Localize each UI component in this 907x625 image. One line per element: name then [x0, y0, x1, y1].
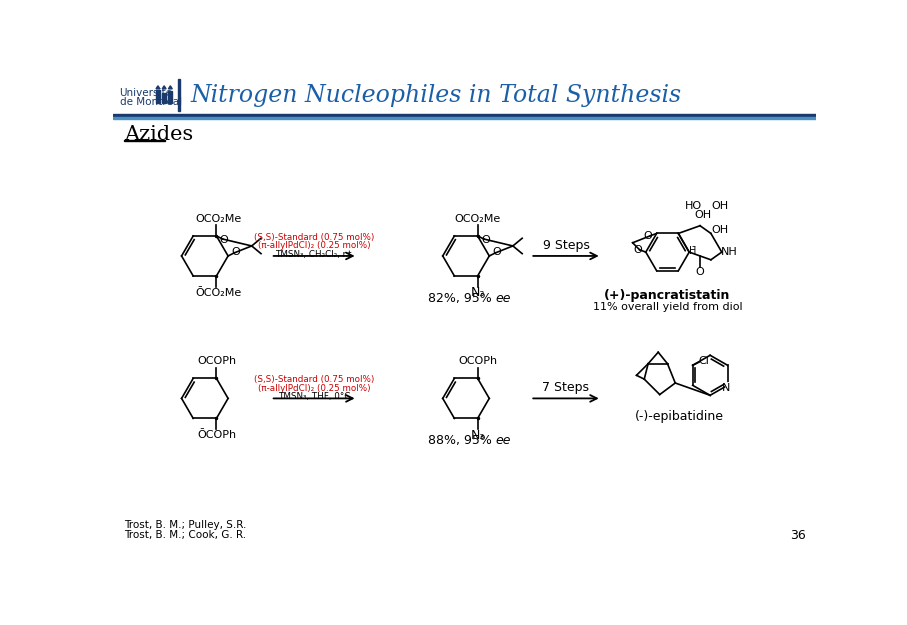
- Text: (-)-epibatidine: (-)-epibatidine: [635, 409, 724, 422]
- Text: ŌCOPh: ŌCOPh: [197, 431, 236, 441]
- Polygon shape: [162, 86, 166, 89]
- Text: N₃: N₃: [471, 286, 485, 299]
- Text: OCOPh: OCOPh: [458, 356, 497, 366]
- Text: 9 Steps: 9 Steps: [542, 239, 590, 252]
- Polygon shape: [169, 86, 172, 89]
- Text: (S,S)-Standard (0.75 mol%): (S,S)-Standard (0.75 mol%): [254, 233, 375, 242]
- Text: 36: 36: [790, 529, 805, 542]
- Polygon shape: [156, 86, 160, 89]
- Text: OCOPh: OCOPh: [197, 356, 236, 366]
- Text: O: O: [696, 267, 705, 277]
- Text: NH: NH: [721, 247, 738, 257]
- Text: Université: Université: [120, 89, 172, 99]
- Text: (π-allylPdCl)₂ (0.25 mol%): (π-allylPdCl)₂ (0.25 mol%): [258, 241, 370, 251]
- Text: O: O: [219, 235, 229, 245]
- Text: O: O: [231, 247, 240, 257]
- Text: 7 Steps: 7 Steps: [542, 381, 590, 394]
- Text: Azides: Azides: [124, 125, 193, 144]
- Bar: [156, 89, 160, 104]
- Text: (π-allylPdCl)₂ (0.25 mol%): (π-allylPdCl)₂ (0.25 mol%): [258, 384, 370, 393]
- Text: de Montréal: de Montréal: [120, 97, 181, 107]
- Bar: [169, 91, 172, 104]
- Text: Trost, B. M.; Cook, G. R.: Trost, B. M.; Cook, G. R.: [124, 531, 249, 541]
- Text: ŌCO₂Me: ŌCO₂Me: [195, 288, 241, 298]
- Text: (+)-pancratistatin: (+)-pancratistatin: [604, 289, 731, 302]
- Bar: [179, 79, 180, 111]
- Text: O: O: [481, 235, 490, 245]
- Text: N: N: [722, 382, 730, 392]
- Text: OH: OH: [712, 201, 728, 211]
- Text: Cl: Cl: [699, 356, 710, 366]
- Text: OH: OH: [712, 226, 728, 236]
- Text: HO: HO: [686, 201, 702, 211]
- Text: OH: OH: [695, 210, 712, 220]
- Text: (S,S)-Standard (0.75 mol%): (S,S)-Standard (0.75 mol%): [254, 376, 375, 384]
- Text: OCO₂Me: OCO₂Me: [454, 214, 501, 224]
- Text: 11% overall yield from diol: 11% overall yield from diol: [592, 302, 742, 312]
- Text: O: O: [633, 245, 641, 255]
- Text: TMSN₃, THF, 0°C: TMSN₃, THF, 0°C: [278, 392, 350, 401]
- Bar: [124, 140, 164, 141]
- Text: H̄: H̄: [689, 246, 697, 256]
- Text: O: O: [644, 231, 652, 241]
- Text: TMSN₃, CH₂Cl₂, r.t.: TMSN₃, CH₂Cl₂, r.t.: [275, 250, 354, 259]
- Bar: [113, 114, 816, 116]
- Bar: [113, 118, 816, 119]
- Text: N₃: N₃: [471, 429, 485, 442]
- Bar: [162, 94, 166, 104]
- Text: Nitrogen Nucleophiles in Total Synthesis: Nitrogen Nucleophiles in Total Synthesis: [190, 84, 682, 106]
- Text: Trost, B. M.; Pulley, S.R.: Trost, B. M.; Pulley, S.R.: [124, 521, 249, 531]
- Text: O: O: [493, 247, 502, 257]
- Text: 88%, 95%: 88%, 95%: [428, 434, 496, 447]
- Text: ee: ee: [495, 292, 512, 305]
- Text: 82%, 95%: 82%, 95%: [428, 292, 496, 305]
- Text: ee: ee: [495, 434, 512, 447]
- Text: OCO₂Me: OCO₂Me: [195, 214, 241, 224]
